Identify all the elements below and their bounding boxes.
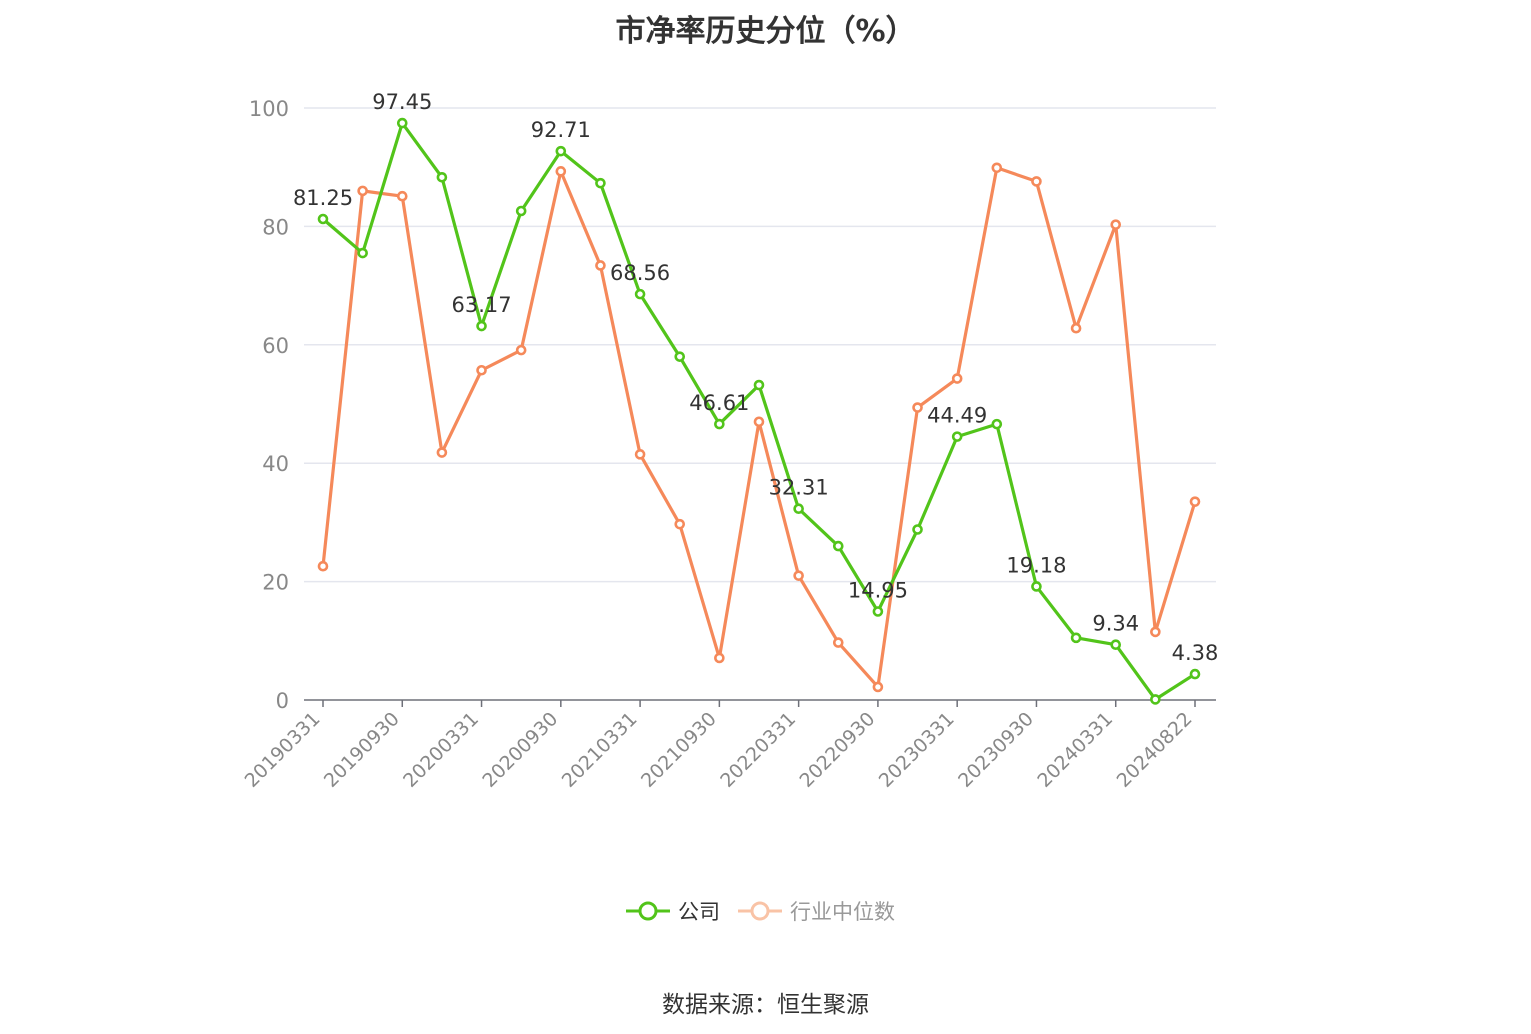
data-labels: 81.25 97.45 63.17 92.71 68.56 46.61 32.31 14.95… bbox=[293, 90, 1218, 665]
data-point-company bbox=[1070, 632, 1082, 644]
y-tick-label: 0 bbox=[276, 689, 289, 713]
data-point-industry bbox=[1031, 176, 1042, 187]
x-tick-label: 20240822 bbox=[1113, 708, 1197, 792]
x-tick-label: 20200331 bbox=[399, 708, 483, 792]
data-point-industry bbox=[634, 449, 646, 460]
y-tick-label: 20 bbox=[262, 571, 289, 595]
data-label: 97.45 bbox=[372, 90, 432, 114]
data-point-industry bbox=[912, 402, 923, 413]
data-label: 19.18 bbox=[1006, 553, 1066, 577]
data-label: 9.34 bbox=[1092, 612, 1139, 636]
data-point-industry bbox=[1150, 626, 1161, 638]
x-tick-label: 20220930 bbox=[795, 708, 879, 792]
data-point-company bbox=[872, 606, 884, 617]
data-point-industry bbox=[436, 447, 448, 458]
x-tick-label: 20190930 bbox=[320, 708, 404, 792]
data-point-industry bbox=[1110, 219, 1122, 230]
x-tick-label: 20220331 bbox=[716, 708, 800, 792]
data-point-company bbox=[595, 177, 606, 189]
data-point-company bbox=[436, 171, 448, 183]
data-point-industry bbox=[317, 560, 329, 572]
data-label: 14.95 bbox=[848, 578, 908, 602]
data-label: 92.71 bbox=[531, 118, 591, 142]
data-point-industry bbox=[674, 518, 686, 530]
data-point-company bbox=[951, 431, 963, 442]
chart-title: 市净率历史分位（%） bbox=[615, 14, 916, 49]
x-tick-label: 20190331 bbox=[241, 708, 325, 792]
data-point-industry bbox=[714, 652, 725, 664]
data-point-company bbox=[357, 247, 368, 259]
legend-label-company: 公司 bbox=[678, 900, 720, 924]
data-point-industry bbox=[476, 364, 487, 376]
data-point-company bbox=[1110, 639, 1122, 651]
data-label: 68.56 bbox=[610, 261, 670, 285]
line-chart: 0 20 40 60 80 100 2019033120190930202003312020… bbox=[241, 90, 1219, 792]
data-point-company bbox=[714, 418, 725, 430]
y-tick-label: 100 bbox=[249, 97, 289, 121]
data-point-company bbox=[912, 524, 923, 535]
data-point-industry bbox=[1189, 496, 1201, 507]
data-point-company bbox=[674, 351, 686, 362]
legend-company-swatch-icon bbox=[626, 901, 670, 921]
x-tick-label: 20230331 bbox=[875, 708, 959, 792]
data-point-industry bbox=[357, 185, 368, 197]
data-point-company bbox=[793, 503, 804, 515]
y-tick-label: 80 bbox=[262, 215, 289, 239]
data-point-company bbox=[991, 418, 1003, 430]
data-point-company bbox=[1031, 581, 1042, 592]
data-label: 44.49 bbox=[927, 404, 987, 428]
data-point-company bbox=[1150, 694, 1161, 705]
data-point-company bbox=[317, 213, 329, 225]
data-label: 4.38 bbox=[1172, 641, 1219, 665]
data-point-company bbox=[832, 540, 844, 552]
x-tick-label: 20240331 bbox=[1033, 708, 1117, 792]
series-lines bbox=[317, 117, 1201, 705]
data-point-industry bbox=[595, 260, 606, 271]
data-label: 46.61 bbox=[689, 391, 749, 415]
legend-item-company[interactable]: 公司 bbox=[626, 896, 720, 926]
data-label: 81.25 bbox=[293, 186, 353, 210]
legend: 公司 行业中位数 bbox=[626, 896, 913, 926]
data-point-company bbox=[634, 288, 646, 300]
data-point-company bbox=[476, 320, 487, 332]
x-tick-label: 20230930 bbox=[954, 708, 1038, 792]
data-point-industry bbox=[793, 570, 804, 581]
data-point-industry bbox=[991, 162, 1003, 174]
data-point-company bbox=[753, 379, 765, 391]
data-point-industry bbox=[555, 166, 567, 177]
data-point-company bbox=[1189, 668, 1201, 680]
y-tick-label: 60 bbox=[262, 334, 289, 358]
data-point-industry bbox=[832, 637, 844, 648]
data-point-industry bbox=[753, 416, 765, 428]
axes: 0 20 40 60 80 100 2019033120190930202003312020… bbox=[241, 97, 1216, 792]
data-point-industry bbox=[515, 344, 527, 356]
data-point-industry bbox=[1070, 322, 1082, 334]
x-tick-label: 20200930 bbox=[478, 708, 562, 792]
data-label: 32.31 bbox=[769, 476, 829, 500]
x-tick-label: 20210930 bbox=[637, 708, 721, 792]
series-line-company bbox=[321, 121, 1196, 702]
data-label: 63.17 bbox=[451, 293, 511, 317]
source-note: 数据来源：恒生聚源 bbox=[662, 992, 869, 1018]
data-point-industry bbox=[396, 190, 408, 202]
x-tick-label: 20210331 bbox=[558, 708, 642, 792]
legend-industry-swatch-icon bbox=[738, 901, 782, 921]
data-point-industry bbox=[951, 373, 963, 384]
series-line-industry bbox=[321, 166, 1197, 689]
legend-item-industry[interactable]: 行业中位数 bbox=[738, 896, 895, 926]
data-point-industry bbox=[872, 681, 884, 693]
data-point-company bbox=[515, 205, 527, 217]
data-point-company bbox=[396, 117, 408, 129]
y-tick-label: 40 bbox=[262, 452, 289, 476]
data-point-company bbox=[555, 145, 567, 157]
legend-label-industry: 行业中位数 bbox=[790, 900, 895, 924]
